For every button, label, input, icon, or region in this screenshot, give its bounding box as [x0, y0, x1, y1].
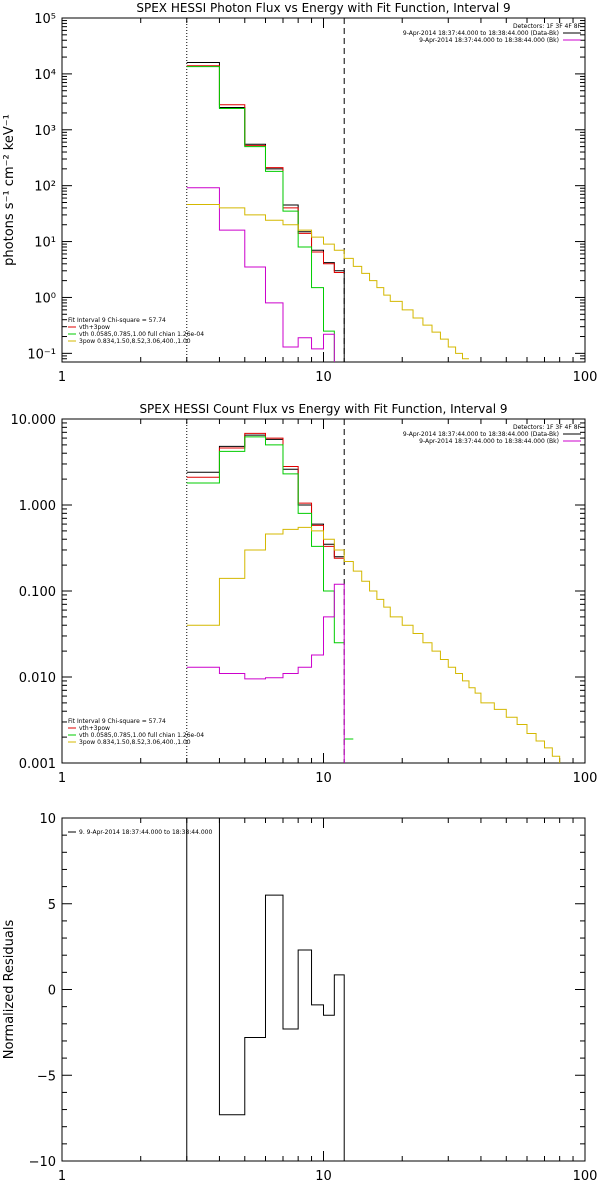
legend-header: Detectors: 1F 3F 4F 8F	[513, 23, 582, 30]
x-tick-label: 100	[573, 1169, 598, 1184]
y-tick-label: 10²	[34, 180, 56, 195]
y-axis-label: photons s⁻¹ cm⁻² keV⁻¹	[2, 114, 17, 266]
legend-header: Fit Interval 9 Chi-square = 57.74	[68, 317, 166, 324]
legend-entry-text: 9-Apr-2014 18:37:44.000 to 18:38:44.000 …	[403, 30, 559, 37]
legend-entry-text: vth 0.0585,0.785,1.00 full chian 1.26e-0…	[79, 331, 204, 338]
x-tick-label: 10	[315, 771, 332, 786]
series-vth	[186, 436, 354, 740]
y-tick-label: 10⁵	[34, 12, 56, 27]
series-vth-3pow	[186, 432, 345, 559]
chart-title: SPEX HESSI Count Flux vs Energy with Fit…	[139, 402, 507, 416]
x-tick-label: 1	[58, 1169, 66, 1184]
series-group	[186, 818, 345, 1161]
series-residuals	[186, 818, 345, 1161]
y-tick-label: 5	[48, 898, 56, 913]
legend-entry-text: 9-Apr-2014 18:37:44.000 to 18:38:44.000 …	[419, 37, 559, 44]
legend_bottom_left: Fit Interval 9 Chi-square = 57.74vth+3po…	[68, 718, 204, 746]
series-data-bk	[186, 434, 345, 558]
legend-entry-text: vth+3pow	[79, 725, 110, 732]
y-tick-label: −10	[29, 1155, 56, 1170]
y-tick-label: 0.100	[19, 585, 56, 600]
y-tick-label: 1.000	[19, 499, 56, 514]
panel-2: SPEX HESSI Count Flux vs Energy with Fit…	[11, 402, 598, 786]
x-tick-label: 10	[315, 1169, 332, 1184]
panel-1: SPEX HESSI Photon Flux vs Energy with Fi…	[2, 1, 597, 385]
series-bk	[186, 187, 335, 362]
series-bk	[186, 583, 345, 763]
y-tick-label: 10	[39, 812, 56, 827]
y-tick-label: 10⁰	[34, 291, 56, 306]
y-tick-label: 10.000	[11, 413, 57, 428]
legend-entry-text: vth 0.0585,0.785,1.00 full chian 1.26e-0…	[79, 732, 204, 739]
legend_top_left: 9. 9-Apr-2014 18:37:44.000 to 18:38:44.0…	[68, 829, 212, 836]
legend-entry-text: vth+3pow	[79, 324, 110, 331]
series-group	[186, 432, 561, 763]
series-3pow	[186, 204, 469, 360]
series-vth-3pow	[186, 65, 345, 273]
y-tick-label: 10⁴	[34, 68, 56, 83]
y-tick-label: 10¹	[34, 236, 56, 251]
y-tick-label: 0.010	[19, 671, 56, 686]
x-tick-label: 1	[58, 771, 66, 786]
panel-3: 1 10 100 −10 −5 0 5 10 Normalized Residuals 9. 9-…	[2, 812, 597, 1184]
legend-entry-text: 9-Apr-2014 18:37:44.000 to 18:38:44.000 …	[403, 431, 559, 438]
x-tick-label: 1	[58, 370, 66, 385]
y-axis-label: Normalized Residuals	[2, 920, 17, 1060]
series-data-bk	[186, 61, 345, 362]
x-tick-label: 100	[573, 370, 598, 385]
x-tick-label: 100	[573, 771, 598, 786]
series-3pow	[186, 526, 561, 763]
legend-entry-text: 3pow 0.834,1.50,8.52,3.06,400.,1.00	[79, 338, 191, 345]
y-tick-label: 0	[48, 984, 56, 999]
x-tick-label: 10	[315, 370, 332, 385]
legend-entry-text: 3pow 0.834,1.50,8.52,3.06,400.,1.00	[79, 739, 191, 746]
series-vth	[186, 66, 335, 362]
legend-entry-text: 9. 9-Apr-2014 18:37:44.000 to 18:38:44.0…	[79, 829, 212, 836]
y-tick-label: 10³	[34, 124, 56, 139]
legend_top_right: Detectors: 1F 3F 4F 8F9-Apr-2014 18:37:4…	[403, 23, 582, 44]
legend-header: Detectors: 1F 3F 4F 8F	[513, 424, 582, 431]
y-tick-label: −5	[37, 1069, 56, 1084]
legend_top_right: Detectors: 1F 3F 4F 8F9-Apr-2014 18:37:4…	[403, 424, 582, 445]
y-tick-label: 10⁻¹	[27, 347, 56, 362]
y-tick-label: 0.001	[19, 757, 56, 772]
plot-frame	[61, 817, 586, 1162]
legend_bottom_left: Fit Interval 9 Chi-square = 57.74vth+3po…	[68, 317, 204, 345]
legend-header: Fit Interval 9 Chi-square = 57.74	[68, 718, 166, 725]
series-group	[186, 61, 469, 362]
chart-title: SPEX HESSI Photon Flux vs Energy with Fi…	[136, 1, 510, 15]
legend-entry-text: 9-Apr-2014 18:37:44.000 to 18:38:44.000 …	[419, 438, 559, 445]
